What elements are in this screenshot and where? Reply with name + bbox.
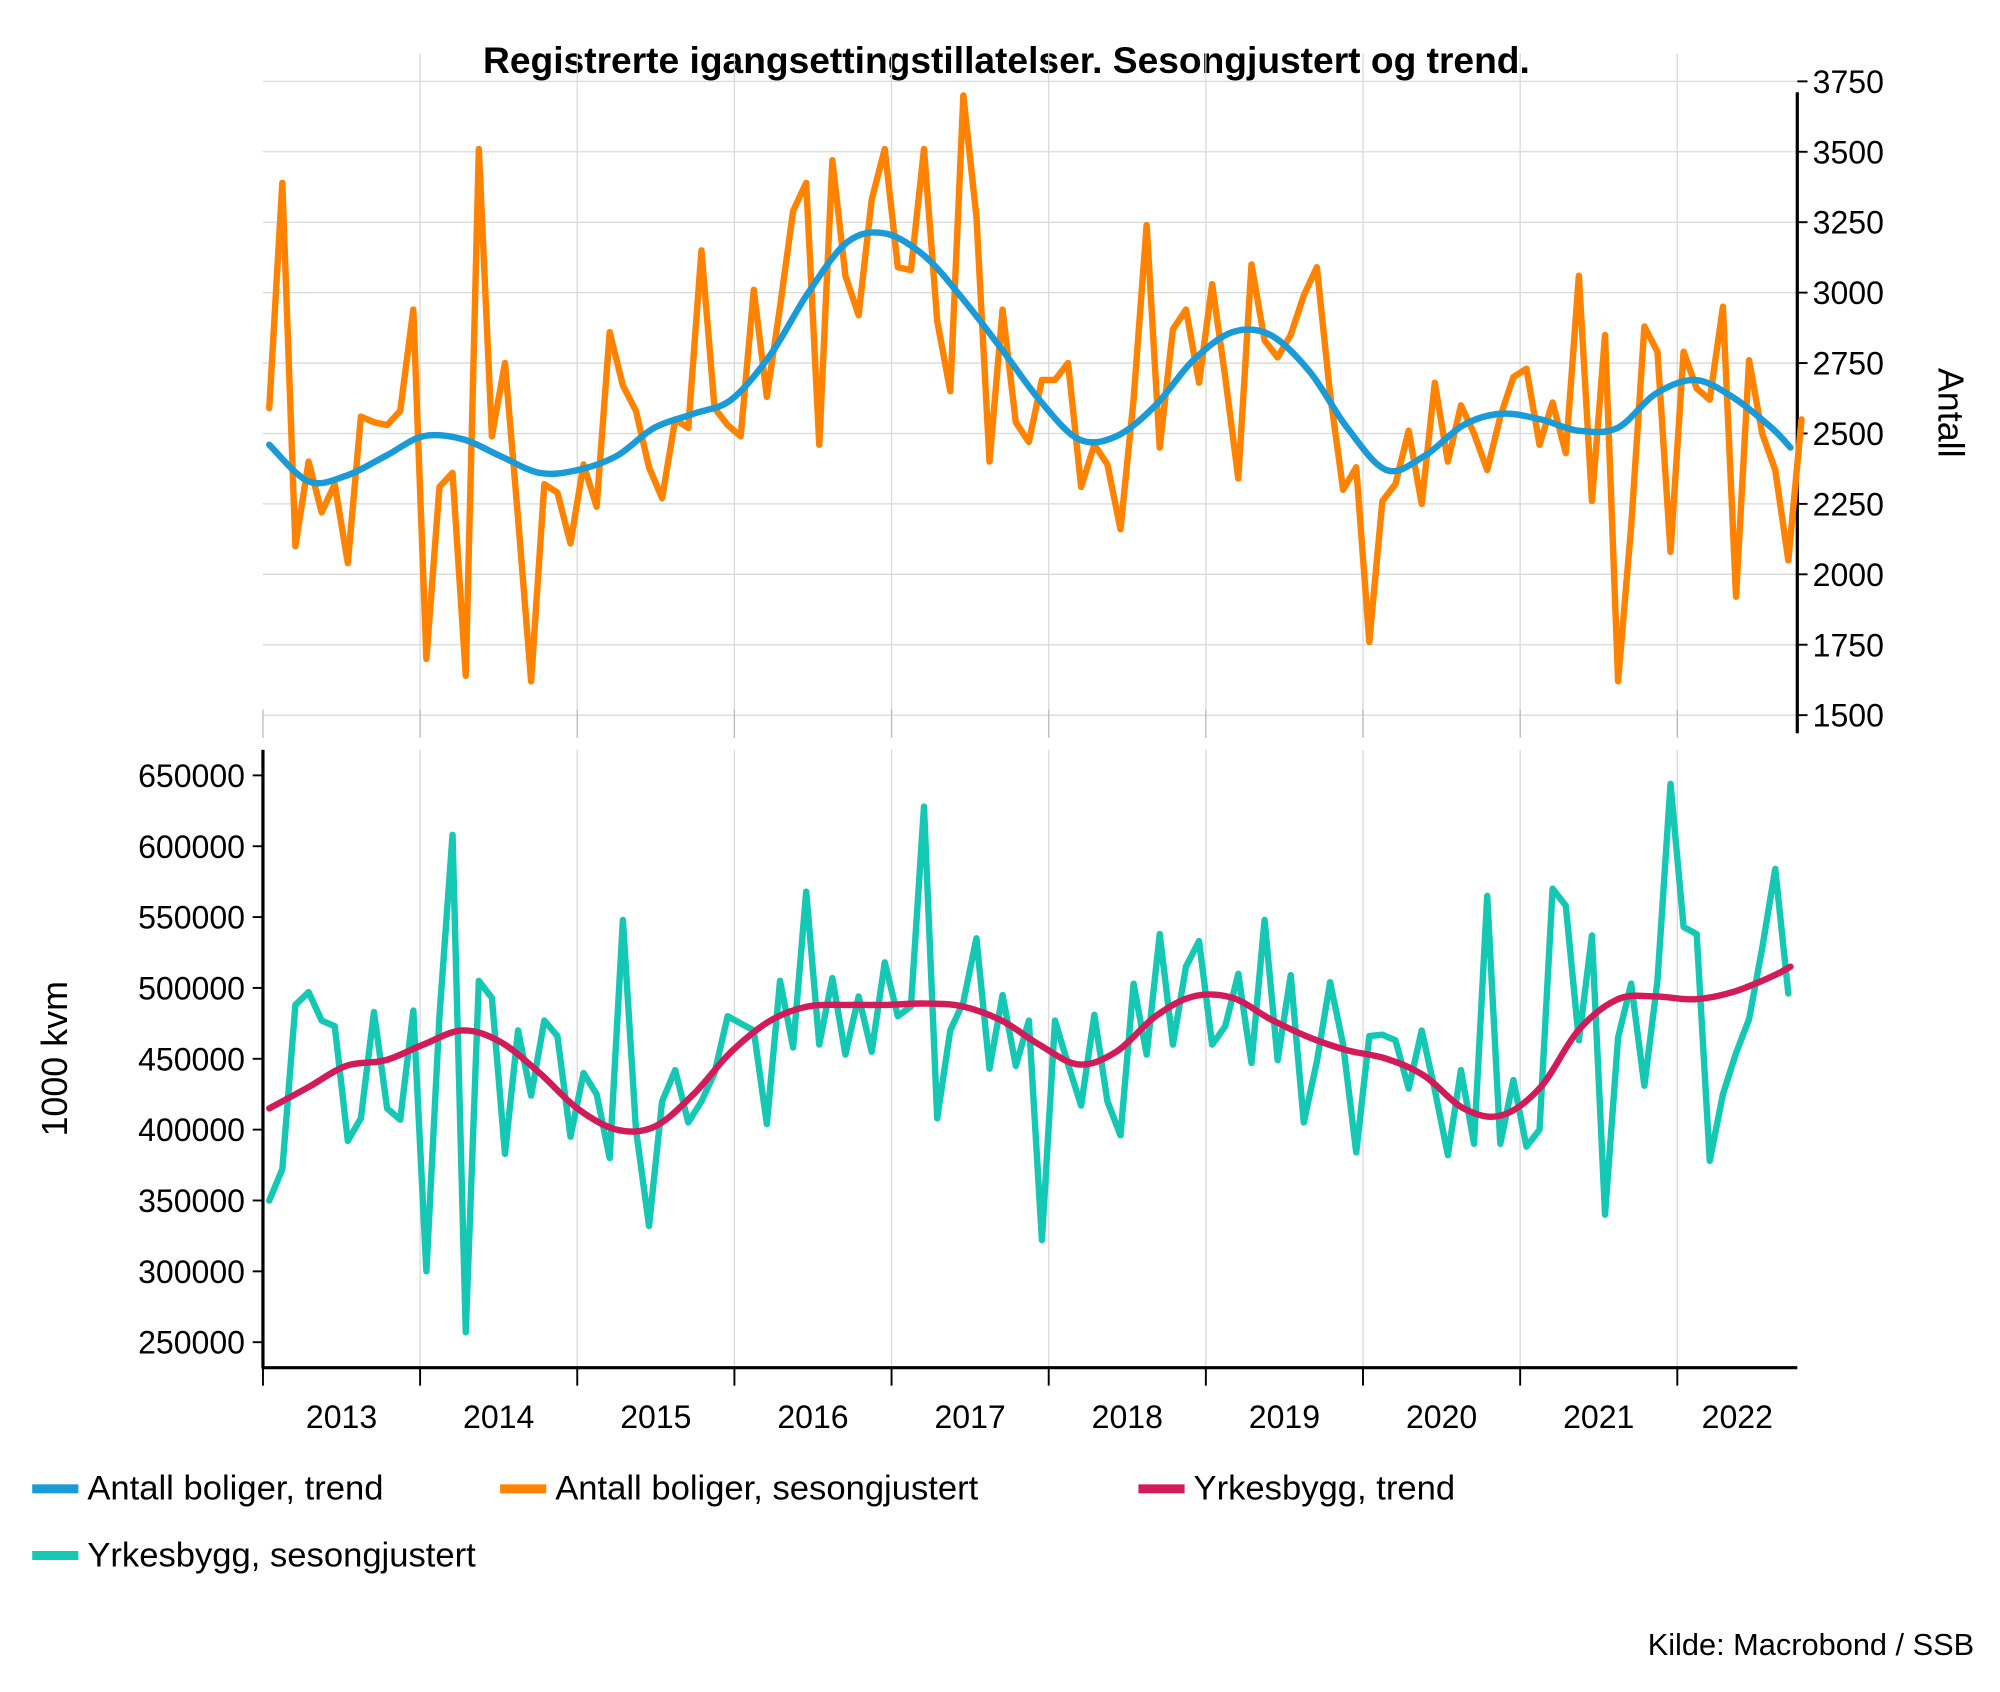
series-line-yrkesbygg-sesongjustert: [266, 780, 1792, 1336]
y-tick-label: 300000: [138, 1254, 245, 1290]
top-y-axis-label: Antall: [1930, 368, 1970, 458]
y-tick-label: 3500: [1813, 134, 1884, 170]
y-tick-label: 450000: [138, 1041, 245, 1077]
y-tick-label: 1500: [1813, 698, 1884, 734]
chart-title: Registrerte igangsettingstillatelser. Se…: [483, 39, 1530, 81]
legend-label: Yrkesbygg, sesongjustert: [87, 1536, 476, 1574]
x-tick-label: 2016: [777, 1399, 848, 1435]
legend-label: Antall boliger, sesongjustert: [555, 1470, 978, 1508]
y-tick-label: 2250: [1813, 486, 1884, 522]
y-tick-label: 400000: [138, 1112, 245, 1148]
x-tick-label: 2022: [1702, 1399, 1773, 1435]
y-tick-label: 3750: [1813, 64, 1884, 100]
series-line-yrkesbygg-trend: [266, 963, 1794, 1135]
x-tick-label: 2020: [1406, 1399, 1477, 1435]
legend-swatch: [32, 1484, 79, 1494]
top-panel: 1500 1750 2000 2250 2500 2750 3000 3250 3500 3750: [262, 53, 1884, 738]
legend-swatch: [1138, 1484, 1185, 1494]
x-tick-label: 2021: [1563, 1399, 1634, 1435]
bottom-panel: 250000 300000 350000 400000 450000 500000 5500…: [138, 749, 1798, 1435]
y-tick-label: 650000: [138, 758, 245, 794]
y-tick-label: 550000: [138, 900, 245, 936]
y-tick-label: 500000: [138, 970, 245, 1006]
y-tick-label: 250000: [138, 1325, 245, 1361]
x-tick-label: 2017: [935, 1399, 1006, 1435]
legend-swatch: [32, 1551, 79, 1560]
y-tick-label: 600000: [138, 829, 245, 865]
x-tick-label: 2019: [1249, 1399, 1320, 1435]
legend-label: Yrkesbygg, trend: [1194, 1470, 1456, 1508]
x-tick-label: 2014: [463, 1399, 534, 1435]
bottom-y-axis-label: 1000 kvm: [35, 981, 75, 1137]
legend: Antall boliger, trend Antall boliger, ses…: [32, 1470, 1456, 1574]
legend-label: Antall boliger, trend: [87, 1470, 383, 1508]
y-tick-label: 3000: [1813, 275, 1884, 311]
x-tick-label: 2013: [306, 1399, 377, 1435]
y-tick-label: 2000: [1813, 557, 1884, 593]
legend-swatch: [500, 1484, 547, 1494]
source-note: Kilde: Macrobond / SSB: [1648, 1627, 1974, 1662]
series-line-antall-boliger-sesongjustert: [266, 92, 1805, 685]
y-tick-label: 3250: [1813, 205, 1884, 241]
series-line-antall-boliger-trend: [266, 229, 1794, 487]
x-tick-label: 2018: [1092, 1399, 1163, 1435]
y-tick-label: 1750: [1813, 627, 1884, 663]
y-tick-label: 350000: [138, 1183, 245, 1219]
y-tick-label: 2750: [1813, 346, 1884, 382]
y-tick-label: 2500: [1813, 416, 1884, 452]
x-tick-label: 2015: [620, 1399, 691, 1435]
